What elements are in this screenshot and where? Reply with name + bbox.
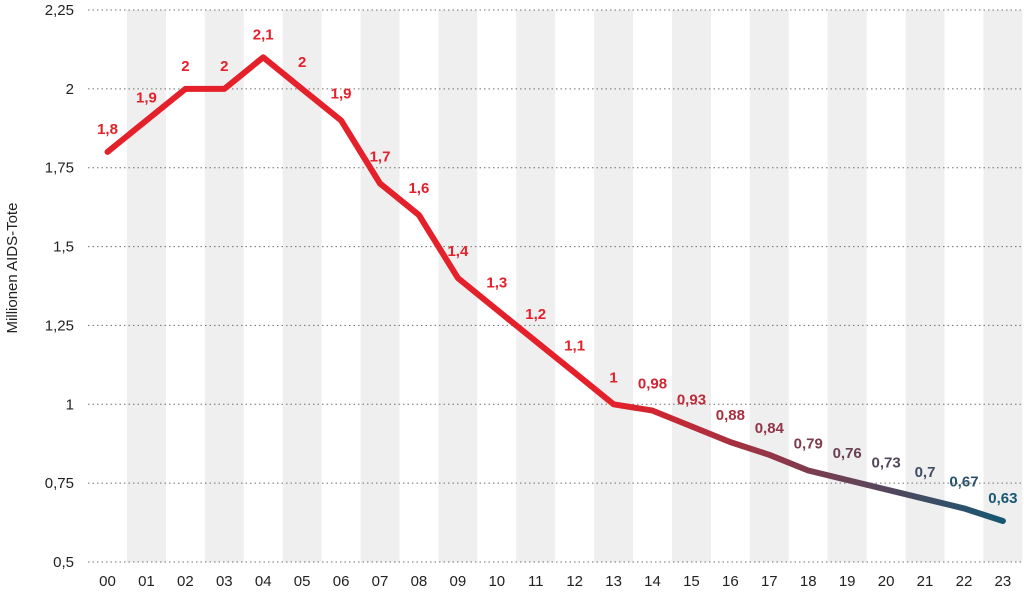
x-tick-label: 21 bbox=[917, 573, 934, 590]
x-tick-label: 17 bbox=[761, 573, 778, 590]
data-label: 1,9 bbox=[331, 85, 352, 102]
data-label: 0,93 bbox=[677, 391, 706, 408]
x-tick-label: 06 bbox=[333, 573, 350, 590]
column-band-13 bbox=[594, 10, 634, 562]
x-tick-label: 22 bbox=[956, 573, 973, 590]
x-tick-label: 01 bbox=[138, 573, 155, 590]
column-band-11 bbox=[516, 10, 556, 562]
x-tick-label: 04 bbox=[255, 573, 272, 590]
y-tick-label: 0,5 bbox=[53, 554, 74, 571]
y-tick-label: 1,5 bbox=[53, 239, 74, 256]
data-label: 1,6 bbox=[409, 180, 430, 197]
x-tick-label: 20 bbox=[878, 573, 895, 590]
data-label: 0,67 bbox=[949, 473, 978, 490]
x-tick-label: 18 bbox=[800, 573, 817, 590]
y-axis-label: Millionen AIDS-Tote bbox=[4, 203, 21, 334]
x-tick-label: 19 bbox=[839, 573, 856, 590]
column-bands bbox=[126, 10, 1023, 562]
data-label: 1,2 bbox=[525, 306, 546, 323]
data-label: 1,3 bbox=[486, 275, 507, 292]
data-label: 2 bbox=[298, 54, 306, 71]
data-label: 1 bbox=[609, 369, 617, 386]
data-label: 2,1 bbox=[253, 26, 274, 43]
x-tick-label: 02 bbox=[177, 573, 194, 590]
x-tick-label: 00 bbox=[99, 573, 116, 590]
x-tick-label: 15 bbox=[683, 573, 700, 590]
data-label: 0,88 bbox=[716, 407, 745, 424]
x-tick-labels: 00 01 02 03 04 05 06 07 08 09 10 11 12 13 14 15 16 17 18 19… bbox=[99, 573, 1011, 590]
y-tick-labels: 0,5 0,75 1 1,25 1,5 1,75 2 2,25 bbox=[45, 2, 74, 571]
data-label: 0,98 bbox=[638, 376, 667, 393]
x-tick-label: 08 bbox=[411, 573, 428, 590]
x-tick-label: 07 bbox=[372, 573, 389, 590]
x-tick-label: 16 bbox=[722, 573, 739, 590]
x-tick-label: 13 bbox=[605, 573, 622, 590]
x-tick-label: 14 bbox=[644, 573, 661, 590]
column-band-21 bbox=[905, 10, 945, 562]
data-label: 1,7 bbox=[370, 148, 391, 165]
column-band-07 bbox=[360, 10, 400, 562]
data-label: 0,7 bbox=[915, 464, 936, 481]
column-band-15 bbox=[671, 10, 711, 562]
column-band-23 bbox=[983, 10, 1023, 562]
data-label: 0,76 bbox=[833, 445, 862, 462]
x-tick-label: 12 bbox=[566, 573, 583, 590]
x-tick-label: 23 bbox=[995, 573, 1012, 590]
column-band-03 bbox=[204, 10, 244, 562]
column-band-19 bbox=[827, 10, 867, 562]
column-band-01 bbox=[126, 10, 166, 562]
x-tick-label: 10 bbox=[488, 573, 505, 590]
y-tick-label: 1,75 bbox=[45, 160, 74, 177]
data-label: 1,4 bbox=[447, 243, 469, 260]
y-tick-label: 1,25 bbox=[45, 317, 74, 334]
y-tick-label: 2,25 bbox=[45, 2, 74, 19]
y-tick-label: 1 bbox=[66, 396, 74, 413]
data-label: 0,84 bbox=[755, 420, 785, 437]
column-band-17 bbox=[749, 10, 789, 562]
data-label: 2 bbox=[181, 58, 189, 75]
x-tick-label: 03 bbox=[216, 573, 233, 590]
data-label: 0,63 bbox=[988, 490, 1017, 507]
x-tick-label: 11 bbox=[528, 573, 544, 590]
x-tick-label: 05 bbox=[294, 573, 311, 590]
data-label: 0,79 bbox=[794, 436, 823, 453]
series-line bbox=[104, 54, 1006, 524]
x-tick-label: 09 bbox=[450, 573, 467, 590]
data-label: 1,8 bbox=[97, 121, 118, 138]
y-tick-label: 2 bbox=[66, 81, 74, 98]
data-labels: 1,8 1,9 2 2 2,1 2 1,9 1,7 1,6 1,4 1,3 1,2 1,1 1 0,98 0,… bbox=[97, 26, 1017, 507]
data-label: 2 bbox=[220, 58, 228, 75]
data-label: 1,9 bbox=[136, 89, 157, 106]
data-label: 0,73 bbox=[871, 454, 900, 471]
data-label: 1,1 bbox=[564, 338, 585, 355]
column-band-05 bbox=[282, 10, 322, 562]
y-tick-label: 0,75 bbox=[45, 475, 74, 492]
